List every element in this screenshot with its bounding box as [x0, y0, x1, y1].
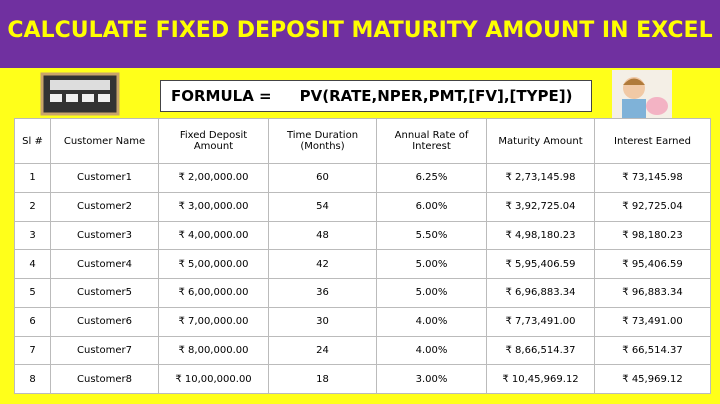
- table-cell: Customer3: [50, 220, 159, 251]
- table-cell: Customer8: [50, 364, 159, 394]
- table-cell: Customer7: [50, 335, 159, 366]
- table-cell: ₹ 10,45,969.12: [486, 364, 595, 394]
- title: CALCULATE FIXED DEPOSIT MATURITY AMOUNT …: [7, 18, 713, 43]
- table-cell: ₹ 73,491.00: [594, 306, 711, 337]
- table-row: 5 Customer5 ₹ 6,00,000.00 36 5.00% ₹ 6,96,883…: [14, 278, 711, 308]
- table-cell: ₹ 7,73,491.00: [486, 306, 595, 337]
- table-cell: ₹ 6,96,883.34: [486, 278, 595, 308]
- table-cell: 7: [14, 335, 51, 366]
- table-cell: Customer5: [50, 278, 159, 308]
- table-cell: 30: [268, 306, 377, 337]
- formula-box: FORMULA = PV(RATE,NPER,PMT,[FV],[TYPE]): [160, 80, 592, 112]
- table-cell: 24: [268, 335, 377, 366]
- table-cell: ₹ 10,00,000.00: [158, 364, 269, 394]
- table-cell: ₹ 66,514.37: [594, 335, 711, 366]
- table-cell: ₹ 98,180.23: [594, 220, 711, 251]
- table-cell: 6.25%: [376, 163, 487, 193]
- table-row: 8 Customer8 ₹ 10,00,000.00 18 3.00% ₹ 10,45,9…: [14, 364, 711, 394]
- table-cell: 48: [268, 220, 377, 251]
- table-cell: ₹ 5,95,406.59: [486, 249, 595, 279]
- table-cell: 2: [14, 191, 51, 222]
- header-cell: Sl #: [14, 118, 51, 164]
- table-cell: ₹ 2,00,000.00: [158, 163, 269, 193]
- table-cell: 5.00%: [376, 249, 487, 279]
- header-cell: Time Duration (Months): [268, 118, 377, 164]
- table-cell: 60: [268, 163, 377, 193]
- table-cell: ₹ 45,969.12: [594, 364, 711, 394]
- header-row: Sl # Customer Name Fixed Deposit Amount Tim…: [14, 118, 711, 164]
- table-cell: ₹ 92,725.04: [594, 191, 711, 222]
- table-row: 3 Customer3 ₹ 4,00,000.00 48 5.50% ₹ 4,98,180…: [14, 220, 711, 251]
- table-cell: ₹ 95,406.59: [594, 249, 711, 279]
- table-cell: ₹ 73,145.98: [594, 163, 711, 193]
- table-row: 4 Customer4 ₹ 5,00,000.00 42 5.00% ₹ 5,95,406…: [14, 249, 711, 279]
- table-cell: ₹ 96,883.34: [594, 278, 711, 308]
- banner: CALCULATE FIXED DEPOSIT MATURITY AMOUNT …: [0, 0, 720, 68]
- table-cell: 3: [14, 220, 51, 251]
- table-cell: 42: [268, 249, 377, 279]
- calculator-image: [40, 72, 120, 116]
- formula-label: FORMULA =: [171, 87, 272, 105]
- table-cell: 4.00%: [376, 335, 487, 366]
- header-cell: Customer Name: [50, 118, 159, 164]
- table-cell: 1: [14, 163, 51, 193]
- table-cell: Customer4: [50, 249, 159, 279]
- table-cell: Customer1: [50, 163, 159, 193]
- data-table: Sl # Customer Name Fixed Deposit Amount Tim…: [14, 118, 711, 394]
- table-cell: 5.00%: [376, 278, 487, 308]
- table-cell: ₹ 2,73,145.98: [486, 163, 595, 193]
- table-cell: 6.00%: [376, 191, 487, 222]
- table-cell: ₹ 7,00,000.00: [158, 306, 269, 337]
- table-cell: ₹ 8,66,514.37: [486, 335, 595, 366]
- table-cell: 18: [268, 364, 377, 394]
- table-cell: 4.00%: [376, 306, 487, 337]
- table-cell: ₹ 4,98,180.23: [486, 220, 595, 251]
- child-image: [612, 70, 672, 118]
- table-row: 1 Customer1 ₹ 2,00,000.00 60 6.25% ₹ 2,73,145…: [14, 163, 711, 193]
- table-cell: 4: [14, 249, 51, 279]
- table-cell: 36: [268, 278, 377, 308]
- table-cell: 3.00%: [376, 364, 487, 394]
- header-cell: Annual Rate of Interest: [376, 118, 487, 164]
- table-cell: ₹ 3,92,725.04: [486, 191, 595, 222]
- table-cell: ₹ 4,00,000.00: [158, 220, 269, 251]
- table-cell: 54: [268, 191, 377, 222]
- table-cell: 5: [14, 278, 51, 308]
- table-cell: 8: [14, 364, 51, 394]
- header-cell: Interest Earned: [594, 118, 711, 164]
- header-cell: Fixed Deposit Amount: [158, 118, 269, 164]
- table-cell: ₹ 8,00,000.00: [158, 335, 269, 366]
- table-row: 6 Customer6 ₹ 7,00,000.00 30 4.00% ₹ 7,73,491…: [14, 306, 711, 337]
- table-row: 2 Customer2 ₹ 3,00,000.00 54 6.00% ₹ 3,92,725…: [14, 191, 711, 222]
- table-cell: Customer6: [50, 306, 159, 337]
- header-cell: Maturity Amount: [486, 118, 595, 164]
- table-row: 7 Customer7 ₹ 8,00,000.00 24 4.00% ₹ 8,66,514…: [14, 335, 711, 366]
- table-cell: Customer2: [50, 191, 159, 222]
- table-cell: ₹ 6,00,000.00: [158, 278, 269, 308]
- table-cell: ₹ 5,00,000.00: [158, 249, 269, 279]
- table-cell: ₹ 3,00,000.00: [158, 191, 269, 222]
- table-cell: 6: [14, 306, 51, 337]
- table-cell: 5.50%: [376, 220, 487, 251]
- formula-expression: PV(RATE,NPER,PMT,[FV],[TYPE]): [299, 87, 573, 105]
